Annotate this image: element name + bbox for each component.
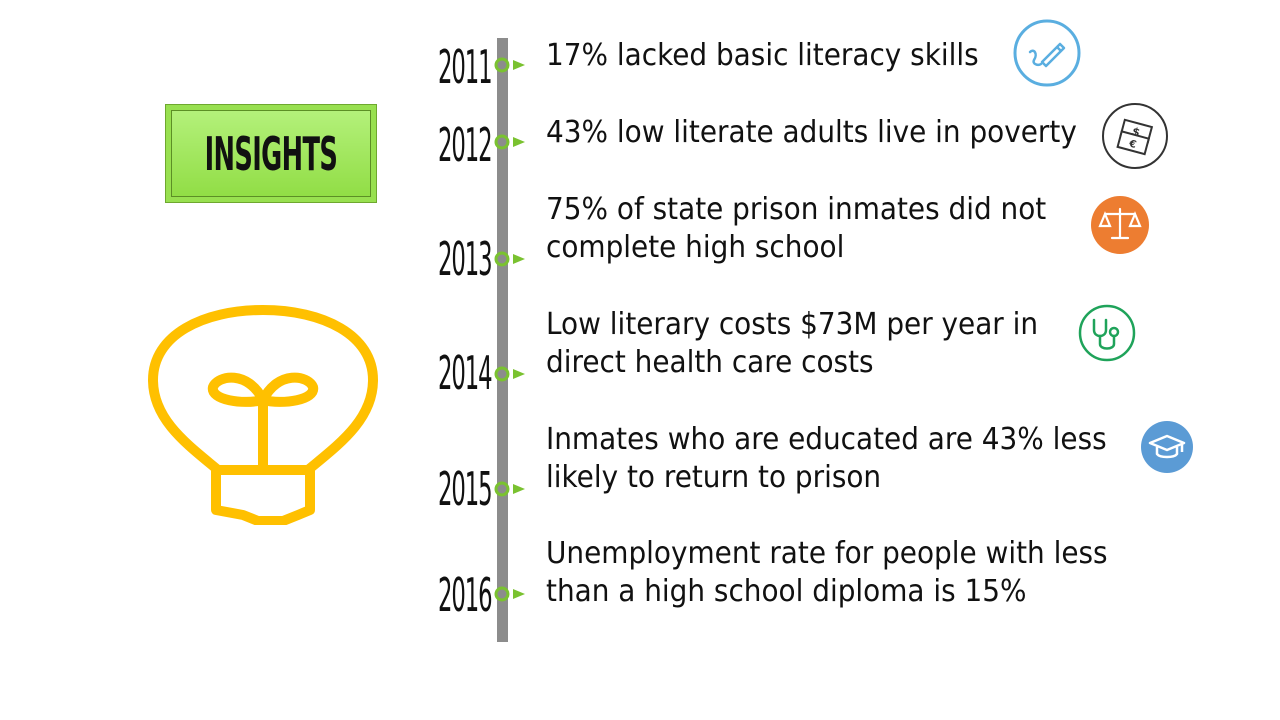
scales-icon	[1091, 196, 1149, 254]
year-label: 2011	[438, 40, 493, 94]
timeline-marker	[494, 57, 525, 73]
svg-text:€: €	[1127, 138, 1138, 151]
svg-text:$: $	[1131, 125, 1142, 140]
fact-line: direct health care costs	[546, 345, 874, 380]
fact-text: Inmates who are educated are 43% less li…	[546, 421, 1107, 497]
light-bulb-icon	[148, 305, 378, 525]
stethoscope-icon	[1078, 304, 1136, 362]
timeline-axis	[497, 38, 508, 642]
fact-line: 43% low literate adults live in poverty	[546, 115, 1077, 150]
year-label: 2015	[438, 462, 493, 516]
year-label: 2012	[438, 118, 493, 172]
year-label: 2016	[438, 568, 493, 622]
graduation-cap-icon	[1141, 421, 1193, 473]
year-label: 2014	[438, 346, 493, 400]
fact-text: 17% lacked basic literacy skills	[546, 37, 979, 75]
timeline-marker	[494, 134, 525, 150]
timeline-marker	[494, 481, 525, 497]
fact-line: Low literary costs $73M per year in	[546, 307, 1039, 342]
fact-text: Unemployment rate for people with less t…	[546, 535, 1108, 611]
insights-box: INSIGHTS	[165, 104, 377, 203]
fact-line: than a high school diploma is 15%	[546, 574, 1027, 609]
fact-line: likely to return to prison	[546, 460, 882, 495]
fact-line: Unemployment rate for people with less	[546, 536, 1108, 571]
fact-text: 43% low literate adults live in poverty	[546, 114, 1077, 152]
fact-line: 75% of state prison inmates did not	[546, 192, 1047, 227]
pencil-icon	[1013, 19, 1081, 87]
fact-line: 17% lacked basic literacy skills	[546, 38, 979, 73]
fact-text: 75% of state prison inmates did not comp…	[546, 191, 1046, 267]
money-icon: $ €	[1102, 103, 1168, 169]
fact-line: complete high school	[546, 230, 845, 265]
timeline-marker	[494, 586, 525, 602]
year-label: 2013	[438, 232, 493, 286]
fact-line: Inmates who are educated are 43% less	[546, 422, 1107, 457]
timeline-marker	[494, 366, 525, 382]
fact-text: Low literary costs $73M per year in dire…	[546, 306, 1038, 382]
timeline-marker	[494, 251, 525, 267]
insights-label: INSIGHTS	[204, 126, 338, 181]
